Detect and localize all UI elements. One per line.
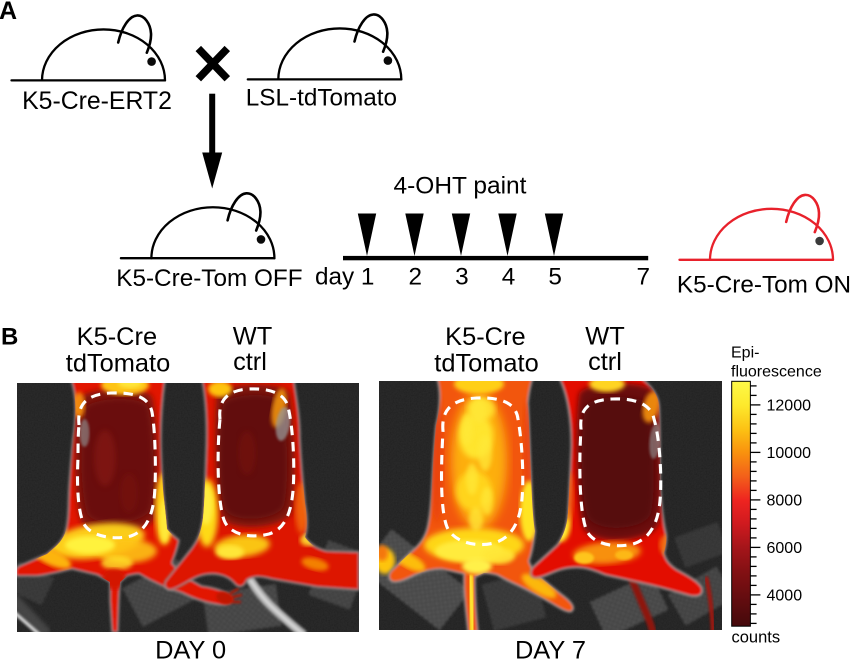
svg-text:Epi-: Epi-	[731, 344, 759, 361]
svg-text:4: 4	[502, 264, 516, 291]
svg-text:counts: counts	[732, 628, 781, 646]
svg-text:WT: WT	[585, 323, 624, 351]
svg-text:B: B	[1, 324, 18, 351]
svg-text:ctrl: ctrl	[233, 348, 267, 376]
svg-text:K5-Cre-Tom OFF: K5-Cre-Tom OFF	[116, 265, 302, 292]
svg-text:K5-Cre: K5-Cre	[77, 323, 157, 351]
svg-text:10000: 10000	[767, 445, 812, 462]
svg-text:K5-Cre-ERT2: K5-Cre-ERT2	[22, 88, 172, 115]
svg-text:DAY 0: DAY 0	[155, 637, 226, 660]
svg-text:WT: WT	[233, 323, 272, 351]
svg-text:tdTomato: tdTomato	[66, 350, 170, 378]
svg-text:A: A	[0, 0, 17, 25]
svg-text:fluorescence: fluorescence	[731, 363, 822, 380]
svg-text:2: 2	[409, 264, 423, 291]
svg-text:4-OHT paint: 4-OHT paint	[394, 173, 527, 200]
svg-text:K5-Cre-Tom ON: K5-Cre-Tom ON	[677, 272, 850, 299]
svg-text:12000: 12000	[767, 398, 812, 415]
svg-text:K5-Cre: K5-Cre	[445, 323, 525, 351]
svg-text:7: 7	[636, 264, 650, 291]
svg-text:4000: 4000	[767, 588, 803, 605]
svg-text:LSL-tdTomato: LSL-tdTomato	[246, 85, 397, 112]
svg-text:6000: 6000	[767, 540, 803, 557]
svg-text:DAY 7: DAY 7	[515, 637, 586, 660]
svg-text:tdTomato: tdTomato	[434, 350, 538, 378]
svg-text:3: 3	[455, 264, 469, 291]
svg-text:8000: 8000	[767, 493, 803, 510]
svg-text:ctrl: ctrl	[588, 348, 622, 376]
svg-text:day 1: day 1	[315, 264, 374, 291]
svg-text:5: 5	[548, 264, 562, 291]
